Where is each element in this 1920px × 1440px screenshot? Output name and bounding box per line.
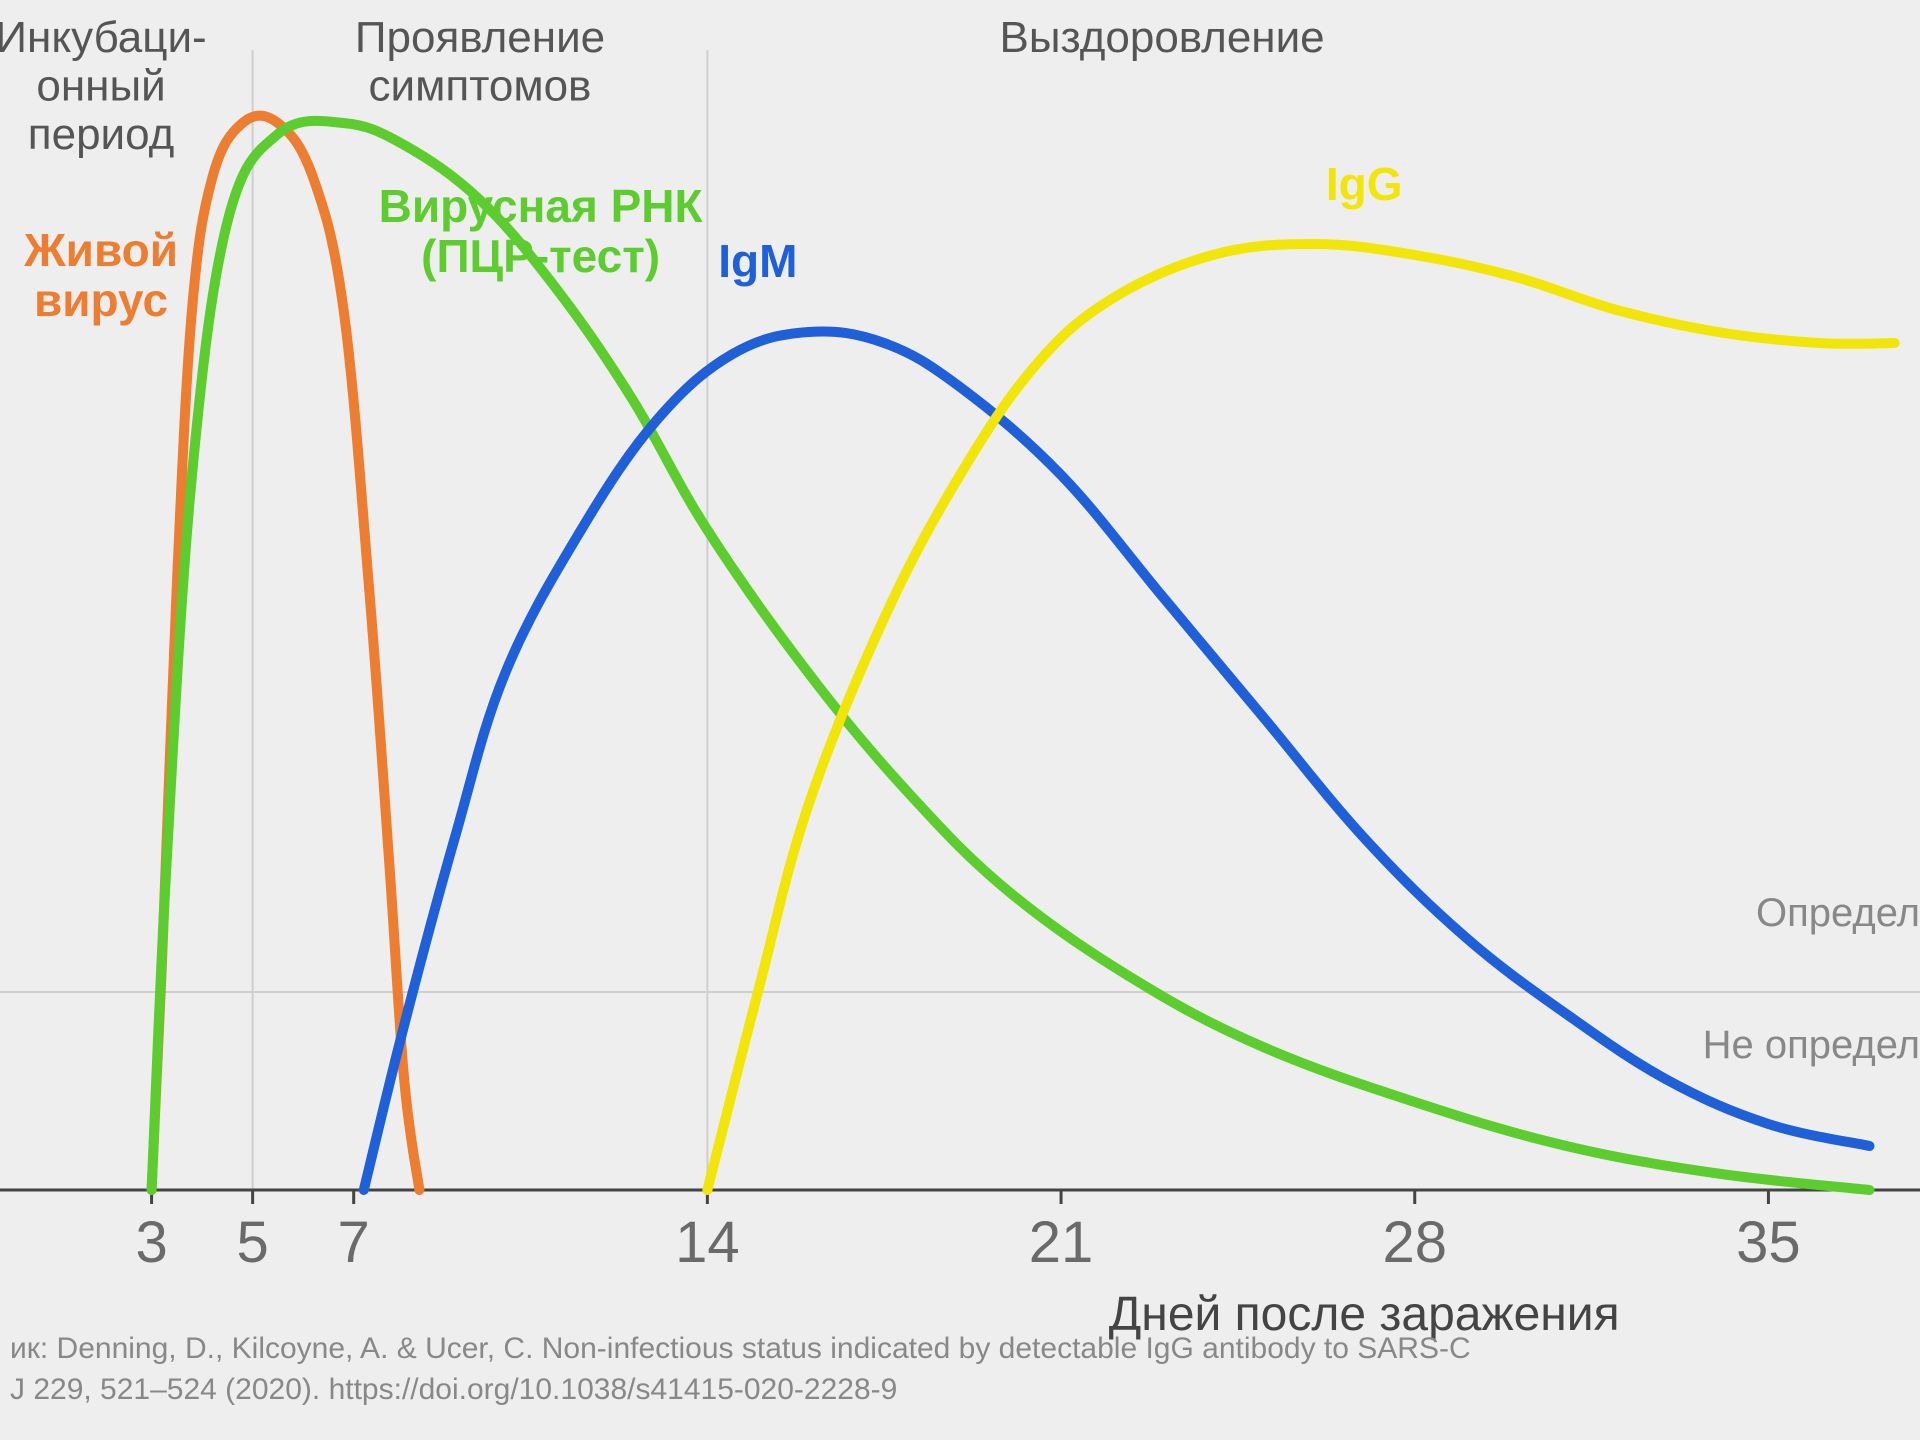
caption-line-2: J 229, 521–524 (2020). https://doi.org/1… — [10, 1373, 897, 1406]
chart-svg: 35714212835Дней после зараженияИнкубаци-… — [0, 0, 1920, 1440]
svg-text:Не определ: Не определ — [1703, 1023, 1920, 1067]
svg-text:21: 21 — [1029, 1210, 1094, 1275]
caption-line-1: ик: Denning, D., Kilcoyne, A. & Ucer, C.… — [10, 1332, 1471, 1365]
svg-text:14: 14 — [675, 1210, 740, 1275]
svg-text:Выздоровление: Выздоровление — [1000, 13, 1325, 62]
svg-text:5: 5 — [236, 1210, 268, 1275]
svg-text:3: 3 — [135, 1210, 167, 1275]
source-caption: ик: Denning, D., Kilcoyne, A. & Ucer, C.… — [0, 1329, 1920, 1410]
svg-text:Определ: Определ — [1756, 891, 1920, 935]
series-label-live_virus: Живойвирус — [23, 224, 178, 326]
svg-text:7: 7 — [338, 1210, 370, 1275]
series-label-igg: IgG — [1326, 158, 1403, 210]
series-label-viral_rna: Вирусная РНК(ПЦР-тест) — [379, 180, 704, 282]
series-label-igm: IgM — [718, 235, 797, 287]
svg-text:Проявлениесимптомов: Проявлениесимптомов — [355, 13, 605, 110]
svg-text:28: 28 — [1382, 1210, 1447, 1275]
svg-text:35: 35 — [1736, 1210, 1801, 1275]
chart-container: 35714212835Дней после зараженияИнкубаци-… — [0, 0, 1920, 1440]
